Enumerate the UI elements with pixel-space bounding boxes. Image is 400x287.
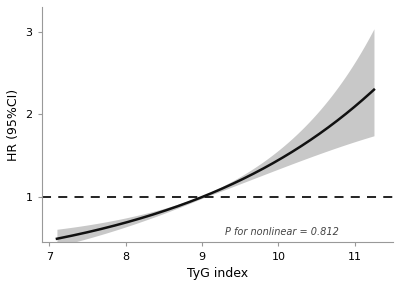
X-axis label: TyG index: TyG index	[187, 267, 248, 280]
Text: P for nonlinear = 0.812: P for nonlinear = 0.812	[225, 227, 339, 237]
Y-axis label: HR (95%CI): HR (95%CI)	[7, 89, 20, 161]
